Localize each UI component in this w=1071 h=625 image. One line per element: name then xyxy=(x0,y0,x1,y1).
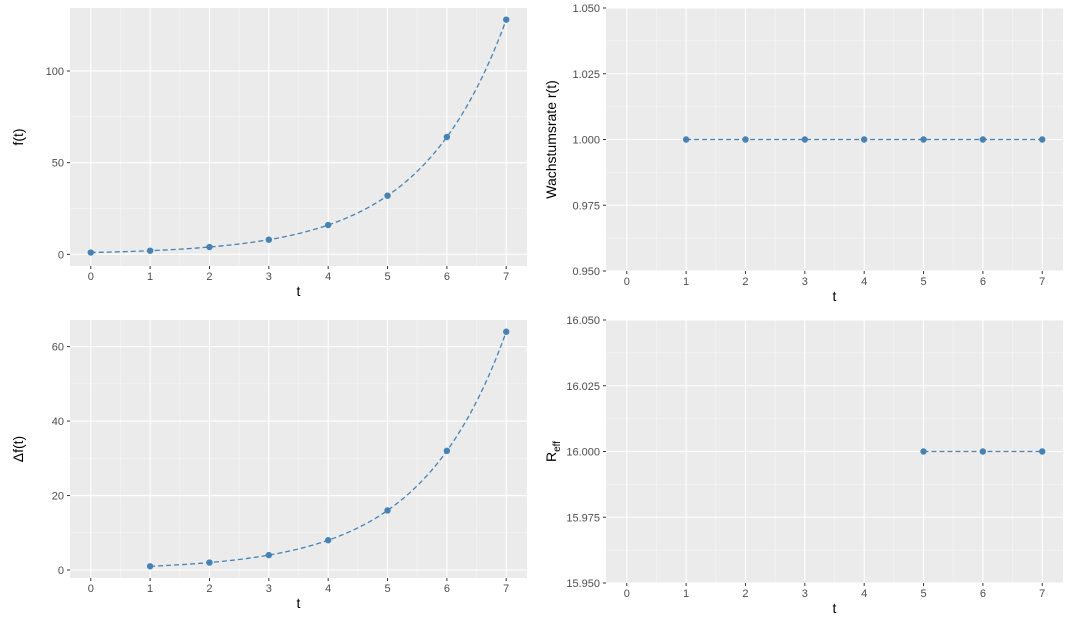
x-tick-label: 7 xyxy=(1039,276,1045,288)
x-axis-title: t xyxy=(297,283,301,299)
x-tick-label: 3 xyxy=(802,276,808,288)
data-point xyxy=(979,136,987,143)
data-point xyxy=(146,247,154,254)
x-tick-label: 0 xyxy=(88,271,94,283)
x-tick-label: 2 xyxy=(206,271,212,283)
x-axis-title: t xyxy=(833,288,837,304)
x-tick-label: 1 xyxy=(147,271,153,283)
data-point xyxy=(1039,136,1046,143)
data-point xyxy=(682,136,690,143)
data-point xyxy=(265,551,273,559)
y-tick-label: 40 xyxy=(52,416,64,428)
data-point xyxy=(443,447,451,455)
data-point xyxy=(860,136,868,143)
data-point xyxy=(920,448,927,455)
chart-panel-1: 0 1 2 3 4 5 6 7 0 50 100 t f(t) xyxy=(10,8,527,299)
x-tick-label: 6 xyxy=(980,588,986,600)
y-tick-label: 1.050 xyxy=(572,3,600,15)
data-point xyxy=(146,563,154,570)
x-tick-label: 5 xyxy=(920,588,926,600)
x-tick-label: 4 xyxy=(325,271,331,283)
x-tick-label: 3 xyxy=(266,583,272,595)
data-point xyxy=(384,192,391,199)
x-tick-label: 7 xyxy=(503,271,509,283)
y-tick-label: 0.975 xyxy=(572,200,600,212)
y-axis-title-text: Wachstumsrate r(t) xyxy=(543,80,559,199)
data-point xyxy=(324,221,332,229)
x-tick-label: 4 xyxy=(325,583,331,595)
y-axis-title: Reff xyxy=(543,441,563,462)
x-tick-label: 0 xyxy=(88,583,94,595)
y-axis-title-text: Δf(t) xyxy=(10,436,26,462)
series-line xyxy=(90,19,507,254)
data-point xyxy=(503,16,510,23)
y-tick-label: 1.000 xyxy=(572,135,600,147)
x-tick-label: 4 xyxy=(861,588,867,600)
x-tick-label: 5 xyxy=(384,271,390,283)
y-tick-label: 0.950 xyxy=(572,266,600,278)
y-axis-title-text: R xyxy=(543,452,559,462)
y-axis-title-text: f(t) xyxy=(10,128,26,145)
y-tick-label: 16.000 xyxy=(566,447,600,459)
y-tick-label: 100 xyxy=(46,66,64,78)
y-tick-label: 20 xyxy=(52,491,64,503)
x-tick-label: 0 xyxy=(624,276,630,288)
y-axis-title: f(t) xyxy=(10,128,26,145)
x-tick-label: 1 xyxy=(147,583,153,595)
x-tick-label: 5 xyxy=(920,276,926,288)
chart-panel-2: 0 1 2 3 4 5 6 7 0.950 0.975 1.000 1.025 1.050 t Wachst… xyxy=(543,3,1063,304)
x-tick-label: 1 xyxy=(683,588,689,600)
y-tick-label: 0 xyxy=(58,249,64,261)
x-tick-label: 3 xyxy=(266,271,272,283)
x-tick-label: 0 xyxy=(624,588,630,600)
x-tick-label: 2 xyxy=(742,588,748,600)
data-point xyxy=(979,448,987,455)
x-tick-label: 7 xyxy=(503,583,509,595)
x-tick-label: 2 xyxy=(742,276,748,288)
y-tick-label: 0 xyxy=(58,565,64,577)
y-tick-label: 15.975 xyxy=(566,512,600,524)
data-point xyxy=(206,243,213,251)
y-axis-title: Wachstumsrate r(t) xyxy=(543,80,559,199)
x-axis-title: t xyxy=(833,600,837,616)
data-point xyxy=(742,136,749,143)
y-tick-label: 1.025 xyxy=(572,69,600,81)
x-tick-label: 7 xyxy=(1039,588,1045,600)
y-tick-label: 16.025 xyxy=(566,381,600,393)
x-tick-label: 3 xyxy=(802,588,808,600)
y-tick-label: 16.050 xyxy=(566,315,600,327)
x-tick-label: 2 xyxy=(206,583,212,595)
x-tick-label: 5 xyxy=(384,583,390,595)
data-point xyxy=(384,507,391,514)
x-axis-title: t xyxy=(297,595,301,611)
data-point xyxy=(1039,448,1046,455)
x-tick-label: 6 xyxy=(980,276,986,288)
data-point xyxy=(87,249,94,256)
data-point xyxy=(206,559,213,566)
data-point xyxy=(443,133,451,141)
y-tick-label: 50 xyxy=(52,158,64,170)
data-point xyxy=(920,136,927,143)
y-tick-label: 60 xyxy=(52,342,64,354)
chart-panel-3: 0 1 2 3 4 5 6 7 0 20 40 60 t Δf(t) xyxy=(10,320,527,611)
x-tick-label: 6 xyxy=(444,583,450,595)
y-axis-title: Δf(t) xyxy=(10,436,26,462)
y-tick-label: 15.950 xyxy=(566,578,600,590)
x-tick-label: 1 xyxy=(683,276,689,288)
data-point xyxy=(503,328,510,335)
data-point xyxy=(265,236,273,243)
y-axis-title-subscript: eff xyxy=(552,441,563,452)
chart-panel-4: 0 1 2 3 4 5 6 7 15.950 15.975 16.000 16.025 16.050 t R… xyxy=(543,315,1063,616)
data-point xyxy=(801,136,809,143)
x-tick-label: 6 xyxy=(444,271,450,283)
x-tick-label: 4 xyxy=(861,276,867,288)
data-point xyxy=(324,537,332,544)
